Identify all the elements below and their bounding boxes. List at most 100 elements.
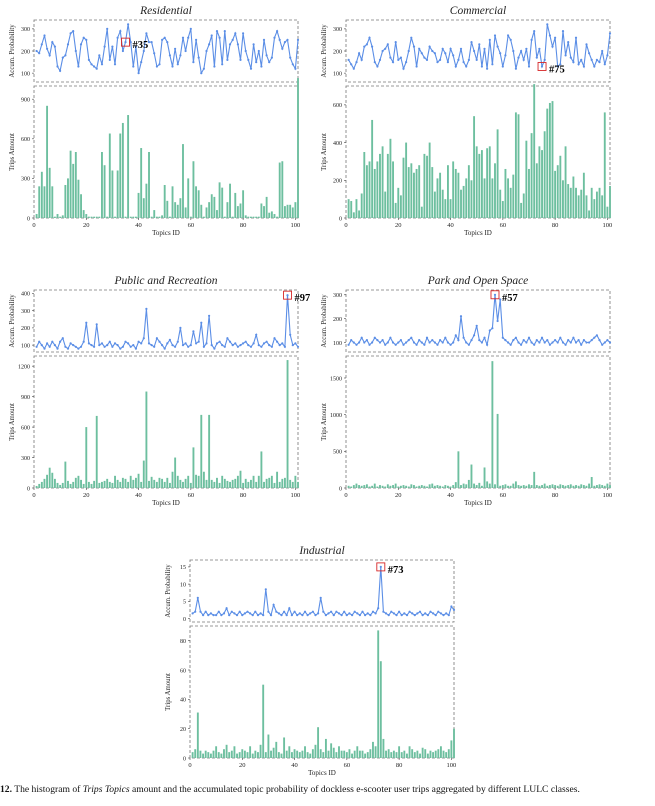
panel3-bar-ylabel: Trips Amount	[9, 403, 16, 441]
panel5-bar-bar-63	[353, 750, 356, 758]
panel3-bar-bar-99	[291, 481, 294, 488]
panel5-line-point-9	[212, 614, 215, 617]
panel1-line-point-93	[276, 30, 279, 33]
panel2-line-point-18	[391, 61, 395, 64]
panel5-line-point-93	[432, 612, 435, 615]
panel4-line-point-51	[478, 339, 481, 342]
panel3-bar-bar-44	[148, 480, 150, 488]
panel3-bar-bar-30	[111, 482, 114, 488]
caption-post: amount and the accumulated topic probabi…	[131, 784, 580, 795]
panel5-line-point-101	[452, 608, 456, 612]
panel1-bar-bar-10	[59, 216, 62, 218]
panel1-bar-ylabel: Trips Amount	[9, 133, 16, 171]
panel4-bar-bar-26	[413, 485, 415, 488]
panel3-line-point-30	[111, 345, 114, 348]
panel3-line-point-90	[268, 344, 271, 347]
panel5-line-point-70	[371, 610, 375, 613]
panel4-bar-bar-31	[426, 486, 428, 488]
panel3-bar-bar-74	[226, 480, 229, 488]
panel2-line-point-22	[402, 67, 405, 70]
panel5-line-point-71	[374, 612, 377, 615]
panel3-line-point-49	[161, 344, 164, 347]
panel1-line-point-6	[48, 54, 51, 57]
panel1-bar-bar-23	[93, 216, 96, 218]
panel2-line-point-51	[478, 43, 481, 46]
panel2-bar-bar-75	[541, 150, 543, 218]
panel5-line-point-63	[353, 610, 356, 613]
panel5-bar-bar-19	[238, 752, 241, 758]
panel4-line-ylabel: Accum. Probability	[321, 294, 328, 348]
panel5-bar-bar-60	[345, 752, 348, 758]
panel1-line-point-48	[158, 63, 161, 66]
panel1-bar-bar-22	[90, 216, 93, 218]
panel5-bar-bar-4	[199, 750, 202, 758]
panel4-bar-bar-74	[538, 485, 541, 488]
panel1-bar-bar-7	[51, 186, 54, 218]
panel4-bar-bar-81	[556, 485, 559, 488]
panel2-bar-xtick-label-2: 40	[447, 222, 454, 229]
panel2-bar-bar-65	[514, 112, 517, 218]
panel1-line-point-83	[249, 67, 253, 70]
panel2-bar-ytick-label-1: 200	[333, 179, 342, 185]
panel5-bar-bar-44	[304, 746, 306, 758]
panel4-bar-bar-48	[470, 464, 473, 488]
panel4-line-title: Park and Open Space	[427, 275, 529, 287]
panel2-line-point-84	[564, 54, 567, 57]
panel1-line-point-89	[265, 54, 268, 57]
panel4-bar-bar-10	[371, 485, 374, 488]
panel5-bar-ytick-label-4: 80	[180, 639, 186, 645]
panel5-line-point-12	[220, 614, 223, 617]
panel2-bar-bar-6	[360, 193, 363, 218]
panel4-bar-bar-72	[533, 471, 536, 488]
panel1-bar-bar-67	[208, 202, 211, 218]
panel4-line-point-17	[389, 336, 392, 339]
panel5-line-point-50	[319, 596, 322, 600]
panel4-line-point-3	[352, 341, 355, 344]
panel4-bar-bar-66	[517, 485, 520, 488]
panel3-bar-bar-54	[174, 457, 177, 488]
panel4-line-point-47	[467, 343, 470, 346]
panel5-line-point-15	[228, 614, 231, 617]
panel3-bar-bar-22	[90, 483, 93, 488]
panel3-line-point-15	[72, 344, 75, 347]
panel4-line-point-19	[394, 343, 397, 346]
panel3-line-point-67	[208, 314, 211, 317]
panel3-line-point-96	[283, 345, 286, 348]
panel4-line-point-2	[350, 339, 353, 342]
panel3-bar-bar-9	[56, 482, 59, 488]
panel3-line-point-6	[48, 345, 51, 348]
panel2-line-point-90	[580, 58, 583, 62]
panel1-line-point-86	[257, 49, 260, 53]
panel4-bar-bar-47	[467, 479, 470, 488]
panel2-line-point-63	[509, 38, 512, 42]
panel3-bar-bar-60	[189, 482, 192, 488]
panel1-bar-bar-32	[116, 170, 119, 218]
panel1-bar-bar-101	[297, 78, 299, 218]
panel4-bar-bar-11	[373, 483, 376, 488]
panel4-bar-bar-23	[405, 485, 408, 488]
panel4-bar-bar-39	[447, 485, 449, 488]
panel1-bar-bar-72	[221, 187, 224, 218]
panel5-line-point-11	[217, 610, 220, 613]
panel5-bar-bar-74	[382, 738, 385, 758]
panel2-line-point-66	[517, 56, 520, 59]
panel4-bar-bar-64	[512, 483, 515, 488]
panel5-line-frame	[189, 559, 455, 623]
panel3-bar-bar-38	[132, 479, 135, 488]
panel4-bar-ylabel: Trips Amount	[321, 403, 328, 441]
panel3-bar-bar-85	[255, 481, 258, 488]
panel4-bar-bar-78	[548, 485, 551, 488]
panel1-line-point-29	[108, 58, 111, 62]
panel2-line-point-44	[459, 47, 463, 50]
panel2-line-point-42	[454, 65, 457, 68]
panel1-line-point-80	[242, 32, 245, 35]
panel5-bar-bar-100	[450, 740, 453, 758]
panel3-bar-bar-42	[142, 460, 145, 488]
panel2-bar-bar-85	[567, 184, 570, 218]
panel2-line-point-77	[546, 23, 549, 26]
panel3-line-point-8	[53, 344, 57, 347]
panel3-line-point-9	[56, 347, 59, 350]
panel1-bar-bar-55	[176, 204, 179, 218]
panel4-line-point-31	[425, 336, 429, 339]
panel2-bar-bar-49	[473, 116, 476, 218]
